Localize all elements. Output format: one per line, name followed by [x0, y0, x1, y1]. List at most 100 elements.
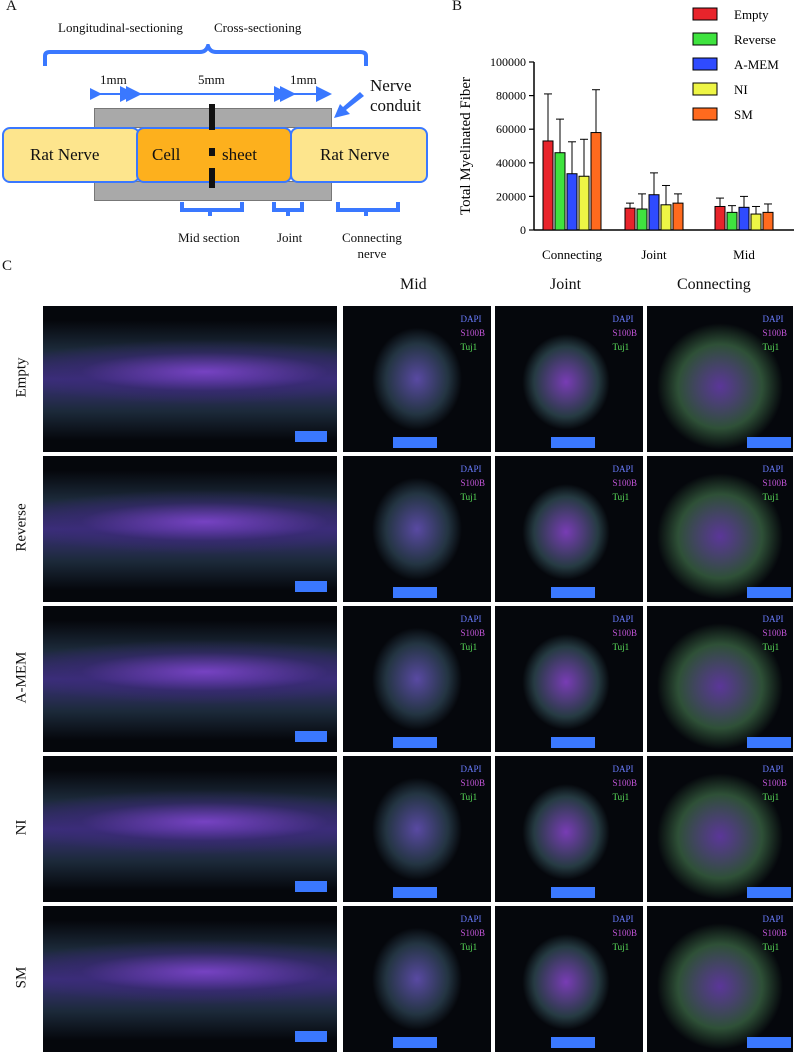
- stain-label-s100: S100B: [612, 478, 637, 488]
- bar: [636, 208, 648, 231]
- micrograph-mid: DAPI S100B Tuj1: [343, 606, 491, 752]
- column-header-mid: Mid: [400, 276, 427, 293]
- stain-label-dapi: DAPI: [612, 464, 634, 474]
- scale-bar: [551, 887, 595, 898]
- stain-label-dapi: DAPI: [460, 764, 482, 774]
- scale-bar: [295, 881, 327, 892]
- scale-bar: [551, 737, 595, 748]
- stain-label-tuj: Tuj1: [460, 942, 478, 952]
- stain-label-dapi: DAPI: [460, 314, 482, 324]
- stain-legend: DAPI S100B Tuj1: [612, 612, 637, 654]
- scale-bar: [393, 1037, 437, 1048]
- scale-bar: [551, 437, 595, 448]
- micrograph-longitudinal: [43, 606, 337, 752]
- conduit-label-line2: conduit: [370, 96, 421, 115]
- dimension-arrows: [90, 86, 332, 102]
- stain-legend: DAPI S100B Tuj1: [762, 612, 787, 654]
- stain-label-s100: S100B: [762, 328, 787, 338]
- bar: [542, 140, 554, 231]
- conduit-arrow: [334, 92, 364, 118]
- stain-label-tuj: Tuj1: [612, 642, 630, 652]
- length-label-1: 1mm: [100, 72, 127, 87]
- scale-bar: [295, 731, 327, 742]
- micrograph-longitudinal: [43, 906, 337, 1052]
- x-tick-label: Connecting: [542, 247, 602, 262]
- row-label: Empty: [13, 357, 30, 398]
- stain-label-dapi: DAPI: [612, 614, 634, 624]
- micrograph-connecting: DAPI S100B Tuj1: [647, 306, 793, 452]
- scale-bar: [393, 437, 437, 448]
- y-tick-label: 60000: [496, 122, 526, 136]
- legend-label: SM: [734, 107, 753, 122]
- scale-bar: [393, 737, 437, 748]
- stain-label-s100: S100B: [460, 478, 485, 488]
- stain-legend: DAPI S100B Tuj1: [460, 612, 485, 654]
- stain-label-s100: S100B: [612, 628, 637, 638]
- row-label: Reverse: [13, 503, 30, 552]
- stain-label-dapi: DAPI: [460, 614, 482, 624]
- stain-label-s100: S100B: [762, 628, 787, 638]
- scale-bar: [295, 431, 327, 442]
- stain-label-tuj: Tuj1: [762, 642, 780, 652]
- micrograph-mid: DAPI S100B Tuj1: [343, 306, 491, 452]
- length-label-2: 1mm: [290, 72, 317, 87]
- column-header-connecting: Connecting: [677, 276, 751, 293]
- rat-nerve-right-label: Rat Nerve: [320, 145, 390, 164]
- stain-legend: DAPI S100B Tuj1: [612, 762, 637, 804]
- scale-bar: [747, 587, 791, 598]
- stain-label-dapi: DAPI: [460, 914, 482, 924]
- cell-label: Cell: [152, 145, 181, 164]
- micrograph-joint: DAPI S100B Tuj1: [495, 456, 643, 602]
- stain-legend: DAPI S100B Tuj1: [460, 762, 485, 804]
- stain-label-dapi: DAPI: [762, 314, 784, 324]
- scale-bar: [747, 437, 791, 448]
- stain-legend: DAPI S100B Tuj1: [612, 462, 637, 504]
- legend-label: NI: [734, 82, 748, 97]
- x-tick-label: Joint: [641, 247, 667, 262]
- legend-swatch: [692, 82, 718, 96]
- stain-label-tuj: Tuj1: [460, 492, 478, 502]
- stain-label-dapi: DAPI: [612, 314, 634, 324]
- stain-legend: DAPI S100B Tuj1: [762, 312, 787, 354]
- bar: [714, 205, 726, 231]
- scale-bar: [747, 737, 791, 748]
- stain-label-tuj: Tuj1: [612, 792, 630, 802]
- micrograph-mid: DAPI S100B Tuj1: [343, 906, 491, 1052]
- bar: [590, 132, 602, 231]
- micrograph-connecting: DAPI S100B Tuj1: [647, 606, 793, 752]
- bar: [660, 204, 672, 231]
- bar-chart: 0 20000 40000 60000 80000 100000 Total Myelina…: [458, 7, 794, 262]
- micrograph-connecting: DAPI S100B Tuj1: [647, 906, 793, 1052]
- micrograph-joint: DAPI S100B Tuj1: [495, 756, 643, 902]
- stain-label-tuj: Tuj1: [460, 642, 478, 652]
- stain-label-s100: S100B: [460, 778, 485, 788]
- cut-marker-bottom: [209, 168, 215, 188]
- micrograph-connecting: DAPI S100B Tuj1: [647, 756, 793, 902]
- bar: [738, 206, 750, 231]
- micrograph-joint: DAPI S100B Tuj1: [495, 306, 643, 452]
- connecting-nerve-line2: nerve: [357, 246, 387, 261]
- conduit-label: Nerve conduit: [370, 76, 421, 116]
- stain-label-tuj: Tuj1: [762, 792, 780, 802]
- scale-bar: [393, 587, 437, 598]
- length-label-5: 5mm: [198, 72, 225, 87]
- row-label: A-MEM: [13, 651, 30, 704]
- stain-legend: DAPI S100B Tuj1: [460, 912, 485, 954]
- stain-label-dapi: DAPI: [612, 764, 634, 774]
- stain-label-tuj: Tuj1: [762, 942, 780, 952]
- cut-marker-mid: [209, 148, 215, 156]
- rat-nerve-right: [290, 127, 428, 183]
- legend-label: Empty: [734, 7, 769, 22]
- scale-bar: [393, 887, 437, 898]
- stain-label-tuj: Tuj1: [460, 342, 478, 352]
- stain-legend: DAPI S100B Tuj1: [460, 312, 485, 354]
- stain-label-tuj: Tuj1: [612, 342, 630, 352]
- stain-label-tuj: Tuj1: [762, 342, 780, 352]
- bar: [554, 152, 566, 231]
- legend-label: A-MEM: [734, 57, 779, 72]
- micrograph-mid: DAPI S100B Tuj1: [343, 456, 491, 602]
- rat-nerve-left-label: Rat Nerve: [30, 145, 100, 164]
- stain-label-s100: S100B: [460, 928, 485, 938]
- sheet-label: sheet: [222, 145, 257, 164]
- stain-label-dapi: DAPI: [762, 464, 784, 474]
